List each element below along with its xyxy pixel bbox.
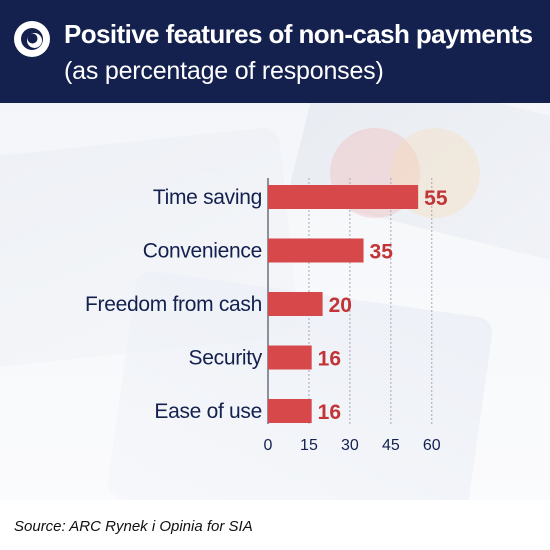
value-label: 16 — [318, 401, 341, 424]
bar — [268, 399, 312, 423]
x-tick-label: 15 — [300, 437, 318, 454]
x-tick-label: 30 — [341, 437, 359, 454]
logo-icon — [14, 21, 50, 57]
x-tick-label: 60 — [423, 437, 441, 454]
x-tick-label: 45 — [382, 437, 400, 454]
bars — [268, 185, 419, 423]
category-label: Time saving — [153, 186, 262, 209]
value-label: 55 — [424, 187, 448, 210]
value-label: 35 — [370, 241, 394, 264]
category-label: Convenience — [143, 240, 262, 263]
category-label: Ease of use — [154, 400, 262, 423]
bar — [268, 238, 364, 263]
chart-title: Positive features of non-cash payments — [64, 19, 533, 49]
x-axis-ticks: 0 15 30 45 60 — [264, 437, 441, 454]
bar — [268, 345, 312, 370]
category-label: Freedom from cash — [85, 293, 262, 316]
source-note: Source: ARC Rynek i Opinia for SIA — [14, 518, 253, 535]
bar — [268, 185, 419, 209]
chart-subtitle: (as percentage of responses) — [64, 57, 384, 85]
category-label: Security — [189, 347, 263, 370]
x-tick-label: 0 — [264, 437, 273, 454]
header-banner: Positive features of non-cash payments (… — [0, 0, 550, 103]
bar — [268, 292, 323, 316]
footer — [0, 500, 550, 550]
value-label: 20 — [329, 294, 352, 317]
value-label: 16 — [318, 348, 341, 371]
labels: Time saving 55 Convenience 35 Freedom from c… — [85, 186, 448, 424]
